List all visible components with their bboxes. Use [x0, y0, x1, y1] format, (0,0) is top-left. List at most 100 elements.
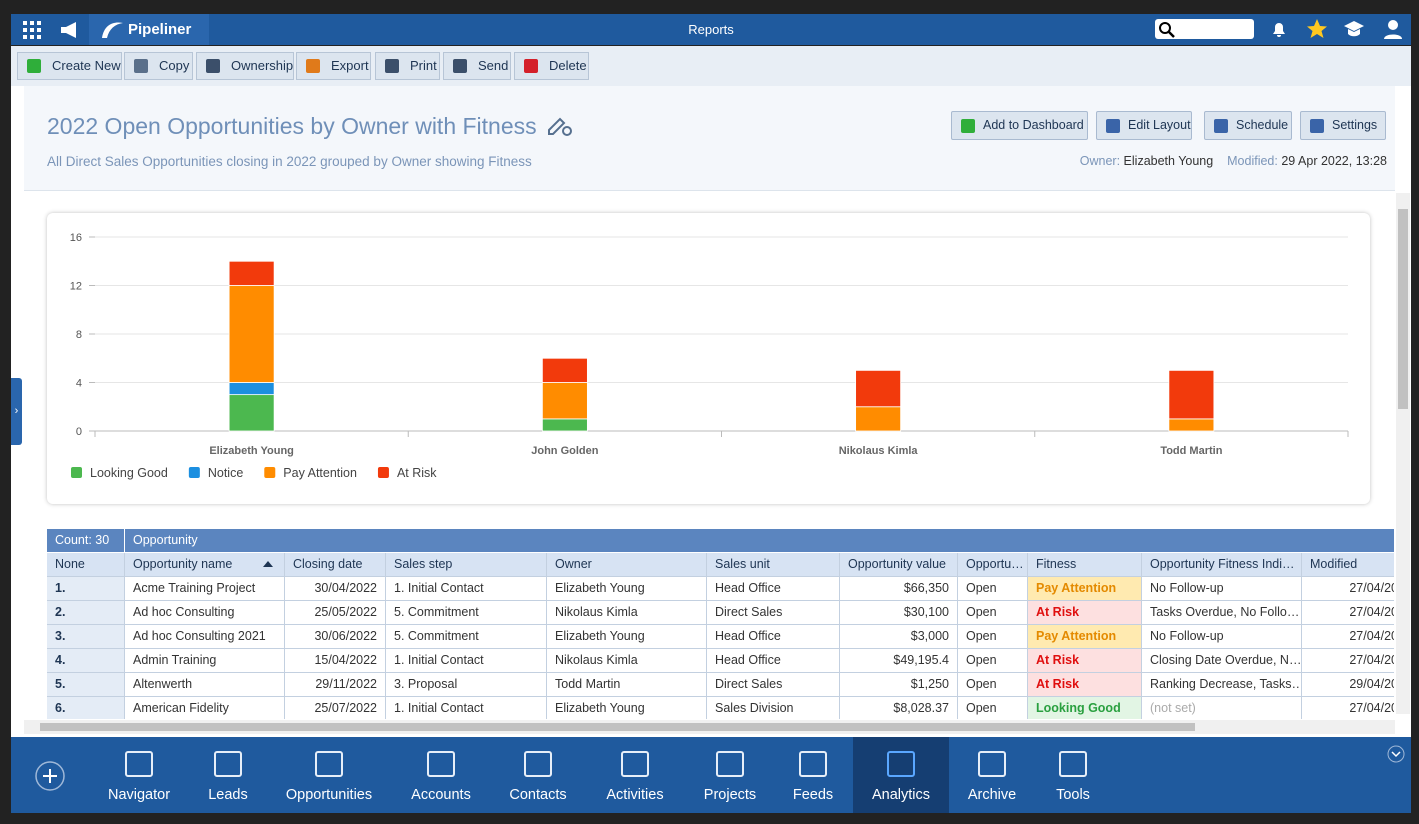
bar-segment — [228, 285, 275, 383]
x-tick-label: Elizabeth Young — [209, 445, 294, 457]
table-cell: 27/04/20 — [1302, 601, 1394, 625]
toolbar-icon — [385, 59, 399, 73]
toolbar-icon — [27, 59, 41, 73]
bar-segment — [541, 357, 588, 383]
column-header[interactable]: Opportunity value — [840, 553, 958, 577]
table-cell: 1. Initial Contact — [386, 649, 547, 673]
nav-item[interactable]: Contacts — [490, 737, 586, 813]
table-cell: 3. Proposal — [386, 673, 547, 697]
toolbar-button[interactable]: Send — [443, 52, 511, 80]
bar-segment — [228, 382, 275, 396]
toolbar-icon — [453, 59, 467, 73]
table-cell: Head Office — [707, 625, 840, 649]
table-cell: 2. — [47, 601, 125, 625]
column-header[interactable]: Closing date — [285, 553, 386, 577]
data-table: Count: 30 Opportunity None Opportunity name… — [47, 529, 1394, 719]
add-button[interactable] — [34, 760, 66, 792]
table-cell: 25/05/2022 — [285, 601, 386, 625]
toolbar-label: Copy — [159, 58, 190, 73]
column-header[interactable]: Modified — [1302, 553, 1394, 577]
user-icon[interactable] — [1383, 18, 1403, 40]
table-cell: At Risk — [1028, 649, 1142, 673]
nav-item[interactable]: Leads — [180, 737, 276, 813]
nav-label: Analytics — [871, 787, 931, 803]
nav-item[interactable]: Navigator — [91, 737, 187, 813]
toolbar-button[interactable]: Ownership — [196, 52, 294, 80]
nav-label: Leads — [208, 787, 248, 803]
column-header[interactable]: Opportunity Fitness Indi… — [1142, 553, 1302, 577]
nav-label: Activities — [606, 787, 664, 803]
search-box[interactable] — [1155, 19, 1254, 39]
report-meta: Owner: Elizabeth Young Modified: 29 Apr … — [1080, 154, 1387, 168]
table-cell: 1. Initial Contact — [386, 697, 547, 719]
table-cell: Looking Good — [1028, 697, 1142, 719]
legend-label: At Risk — [397, 466, 437, 480]
toolbar-label: Ownership — [231, 58, 294, 73]
nav-icon — [315, 751, 343, 777]
h-scrollbar[interactable] — [24, 720, 1395, 734]
bell-icon[interactable] — [1269, 19, 1289, 39]
table-cell: American Fidelity — [125, 697, 285, 719]
toolbar-button[interactable]: Print — [375, 52, 440, 80]
table-cell: Tasks Overdue, No Follo… — [1142, 601, 1302, 625]
table-cell: Open — [958, 601, 1028, 625]
collapse-button[interactable] — [1386, 744, 1406, 764]
apps-icon[interactable] — [22, 20, 42, 40]
column-header[interactable]: Owner — [547, 553, 707, 577]
toolbar-icon — [524, 59, 538, 73]
academy-icon[interactable] — [1343, 19, 1365, 39]
h-thumb[interactable] — [40, 723, 1195, 731]
nav-item[interactable]: Activities — [587, 737, 683, 813]
v-scrollbar[interactable] — [1396, 193, 1410, 714]
column-header[interactable]: Fitness — [1028, 553, 1142, 577]
toolbar-button[interactable]: Delete — [514, 52, 589, 80]
toolbar-label: Print — [410, 58, 437, 73]
announce-icon[interactable] — [59, 20, 81, 40]
column-header[interactable]: None — [47, 553, 125, 577]
report-button-label: Settings — [1332, 118, 1378, 132]
table-cell: (not set) — [1142, 697, 1302, 719]
column-header[interactable]: Opportunity name — [125, 553, 285, 577]
bar-segment — [1168, 418, 1215, 432]
table-cell: 3. — [47, 625, 125, 649]
toolbar-button[interactable]: Create New — [17, 52, 122, 80]
column-header[interactable]: Sales step — [386, 553, 547, 577]
column-header[interactable]: Opportu… — [958, 553, 1028, 577]
table-cell: $1,250 — [840, 673, 958, 697]
toolbar-button[interactable]: Copy — [124, 52, 193, 80]
nav-item[interactable]: Accounts — [393, 737, 489, 813]
legend-label: Pay Attention — [283, 466, 357, 480]
report-button[interactable]: Add to Dashboard — [951, 111, 1088, 140]
table-cell: Head Office — [707, 649, 840, 673]
nav-item[interactable]: Tools — [1025, 737, 1121, 813]
nav-item[interactable]: Archive — [944, 737, 1040, 813]
side-toggle[interactable]: › — [11, 378, 22, 445]
v-thumb[interactable] — [1398, 209, 1408, 409]
table-cell: Elizabeth Young — [547, 577, 707, 601]
edit-icon[interactable] — [546, 112, 574, 138]
nav-item[interactable]: Opportunities — [281, 737, 377, 813]
table-cell: $30,100 — [840, 601, 958, 625]
y-tick-label: 8 — [76, 329, 82, 341]
star-icon[interactable] — [1306, 18, 1328, 40]
report-button[interactable]: Schedule — [1204, 111, 1292, 140]
toolbar: Create New Copy Ownership Export Print Send De… — [11, 46, 1411, 86]
nav-item[interactable]: Projects — [682, 737, 778, 813]
report-button[interactable]: Edit Layout — [1096, 111, 1192, 140]
table-cell: $8,028.37 — [840, 697, 958, 719]
nav-icon — [524, 751, 552, 777]
table-cell: Direct Sales — [707, 601, 840, 625]
y-tick-label: 0 — [76, 426, 82, 438]
nav-label: Navigator — [107, 787, 171, 803]
bottom-nav: Navigator Leads Opportunities Accounts Conta… — [11, 737, 1411, 813]
report-button-icon — [1106, 119, 1120, 133]
table-cell: 30/04/2022 — [285, 577, 386, 601]
brand: Pipeliner — [128, 21, 192, 38]
report-button[interactable]: Settings — [1300, 111, 1386, 140]
table-cell: 6. — [47, 697, 125, 719]
nav-item[interactable]: Feeds — [765, 737, 861, 813]
toolbar-button[interactable]: Export — [296, 52, 371, 80]
nav-item[interactable]: Analytics — [853, 737, 949, 813]
toolbar-icon — [134, 59, 148, 73]
column-header[interactable]: Sales unit — [707, 553, 840, 577]
